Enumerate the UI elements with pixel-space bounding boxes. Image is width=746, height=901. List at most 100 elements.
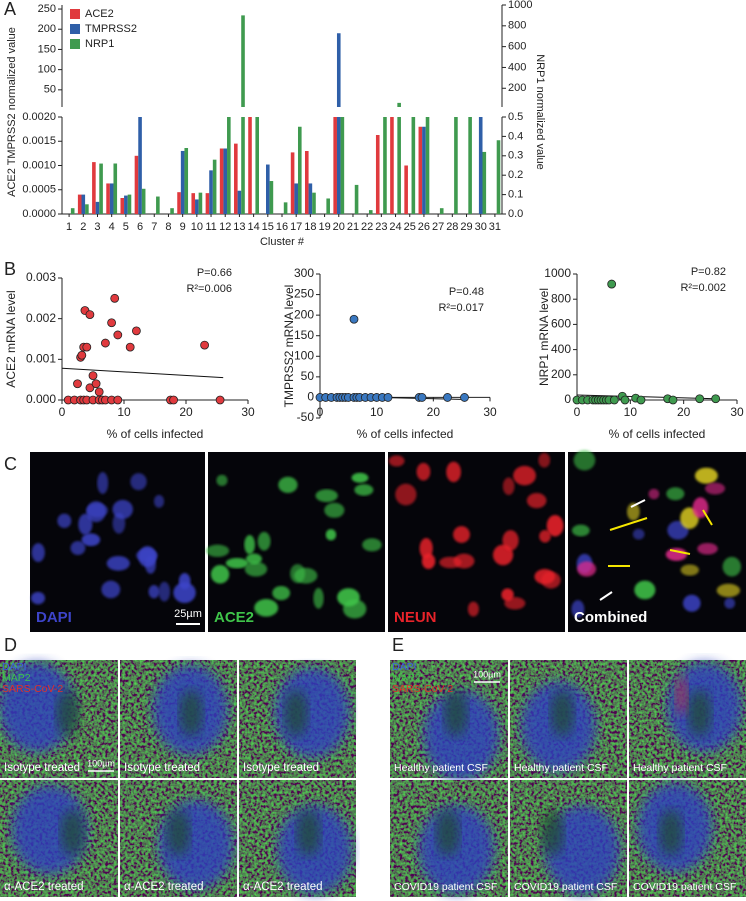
tick-label: 1000 (508, 0, 532, 11)
cell (571, 600, 585, 618)
condition-label: COVID19 patient CSF (514, 881, 617, 893)
micrograph (30, 452, 205, 632)
virus-signal (675, 675, 688, 716)
bar (195, 199, 199, 214)
y-tick-label: 400 (551, 342, 571, 356)
cell (272, 585, 291, 601)
lumen (179, 689, 203, 737)
bar (237, 190, 242, 214)
cell (148, 585, 160, 599)
panel-letter: D (4, 635, 17, 655)
point (94, 387, 104, 397)
x-tick-label: 8 (165, 221, 171, 233)
legend-label: ACE2 (85, 8, 114, 20)
y-tick-label: 0.003 (26, 270, 56, 284)
legend-label: NRP1 (85, 38, 114, 50)
channel-label: DAPI (36, 609, 72, 626)
fit-line (61, 367, 224, 379)
y-tick-label: 800 (551, 291, 571, 305)
panel-letter: E (392, 635, 404, 655)
point (417, 393, 427, 402)
cell (337, 588, 360, 607)
bar (156, 196, 160, 214)
y-tick-label: 0.001 (26, 352, 56, 366)
cell (694, 467, 718, 484)
tick-label: 0.2 (508, 169, 523, 181)
cell (225, 557, 249, 569)
point (85, 310, 95, 320)
bar (92, 162, 96, 214)
point (443, 393, 452, 402)
lumen (56, 689, 80, 737)
cell (501, 588, 514, 601)
condition-label: Healthy patient CSF (514, 762, 608, 774)
x-tick-label: 30 (730, 405, 744, 419)
cell (78, 513, 93, 535)
point (113, 395, 123, 405)
bar (120, 197, 125, 214)
point (85, 383, 95, 393)
point (607, 279, 617, 289)
lumen (687, 689, 712, 737)
lumen (296, 809, 321, 857)
point (91, 379, 101, 389)
tick-label: 0.0015 (22, 135, 56, 147)
arrow (609, 517, 648, 531)
x-tick-label: 10 (117, 405, 131, 419)
y-axis-title: TMPRSS2 mRNA level (282, 285, 296, 408)
point (101, 338, 110, 348)
cell (112, 512, 126, 534)
point (88, 371, 98, 381)
bar (70, 208, 75, 214)
y-tick-label: 200 (551, 367, 571, 381)
bar (397, 102, 401, 214)
x-tick-label: 0 (59, 405, 66, 419)
cell (97, 472, 109, 495)
lumen (540, 809, 565, 857)
bar (290, 152, 295, 214)
x-tick-label: 20 (333, 221, 345, 233)
arrow (630, 499, 646, 508)
annotation: P=0.48 (449, 286, 484, 298)
bar (106, 183, 110, 214)
bar (170, 208, 174, 214)
bar (422, 126, 426, 214)
micrographs: DAPI ACE2 NEUN Combined 25µm Isotype treated I… (0, 450, 746, 897)
bar (404, 165, 408, 214)
tick-label: 400 (508, 61, 526, 73)
bar (138, 117, 142, 214)
x-tick-label: 25 (404, 221, 416, 233)
cell (716, 583, 741, 598)
legend-swatch (70, 39, 80, 49)
tick-label: 250 (38, 3, 56, 15)
bar (340, 117, 345, 214)
bar (326, 198, 330, 214)
lumen (166, 809, 191, 857)
tick-label: 0.0 (508, 208, 523, 220)
point (711, 394, 721, 404)
micrograph (388, 452, 565, 632)
bar (425, 117, 430, 214)
x-tick-label: 27 (432, 221, 444, 233)
x-axis-title: % of cells infected (357, 427, 454, 441)
bar (478, 117, 483, 214)
bar (77, 194, 82, 214)
cell (313, 587, 324, 609)
cell (626, 502, 640, 521)
y-tick-label: 0 (564, 392, 571, 406)
x-tick-label: 0 (317, 405, 324, 419)
x-tick-label: 22 (361, 221, 373, 233)
cell (573, 450, 596, 471)
x-tick-label: 30 (475, 221, 487, 233)
bar (411, 117, 416, 214)
bar (468, 117, 472, 214)
bar (127, 194, 132, 214)
legend-swatch (70, 9, 80, 19)
bar (180, 150, 185, 214)
x-tick-label: 29 (460, 221, 472, 233)
point (113, 330, 123, 340)
bar (439, 208, 444, 214)
cell (416, 462, 431, 481)
cell (278, 476, 298, 494)
